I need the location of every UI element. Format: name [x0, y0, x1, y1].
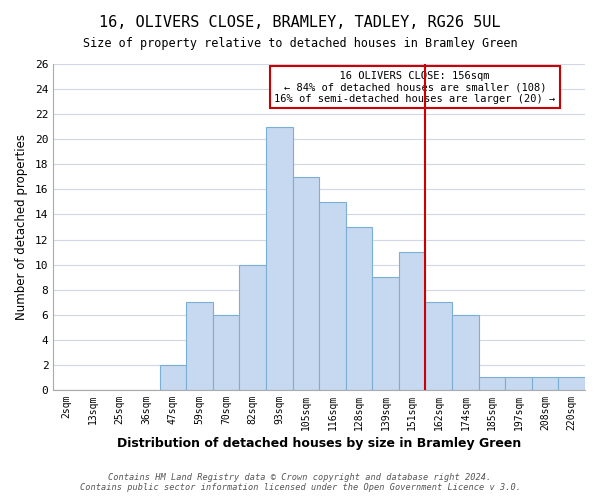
- Bar: [160, 365, 186, 390]
- Bar: [399, 252, 425, 390]
- Text: Size of property relative to detached houses in Bramley Green: Size of property relative to detached ho…: [83, 38, 517, 51]
- Bar: [425, 302, 452, 390]
- Bar: [559, 378, 585, 390]
- Bar: [186, 302, 213, 390]
- Bar: [505, 378, 532, 390]
- Bar: [346, 227, 373, 390]
- Bar: [532, 378, 559, 390]
- Text: 16 OLIVERS CLOSE: 156sqm  
← 84% of detached houses are smaller (108)
16% of sem: 16 OLIVERS CLOSE: 156sqm ← 84% of detach…: [274, 70, 556, 104]
- Bar: [373, 277, 399, 390]
- Bar: [479, 378, 505, 390]
- Bar: [266, 126, 293, 390]
- Bar: [213, 314, 239, 390]
- Bar: [293, 177, 319, 390]
- Text: Contains HM Land Registry data © Crown copyright and database right 2024.
Contai: Contains HM Land Registry data © Crown c…: [79, 473, 521, 492]
- Bar: [239, 264, 266, 390]
- Text: 16, OLIVERS CLOSE, BRAMLEY, TADLEY, RG26 5UL: 16, OLIVERS CLOSE, BRAMLEY, TADLEY, RG26…: [99, 15, 501, 30]
- Y-axis label: Number of detached properties: Number of detached properties: [15, 134, 28, 320]
- Bar: [452, 314, 479, 390]
- X-axis label: Distribution of detached houses by size in Bramley Green: Distribution of detached houses by size …: [117, 437, 521, 450]
- Bar: [319, 202, 346, 390]
